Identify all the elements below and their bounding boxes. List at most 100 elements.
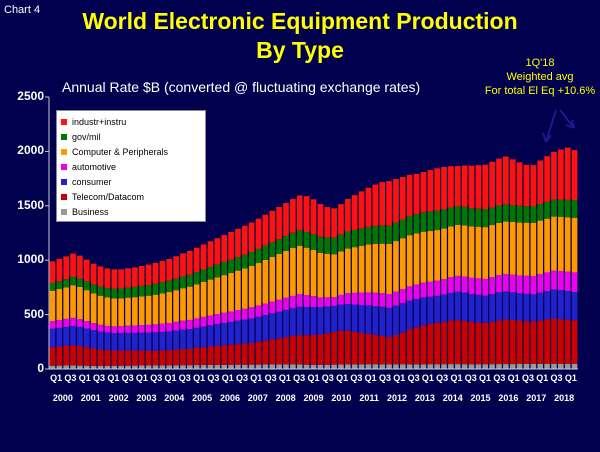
bar-automotive-52 — [406, 286, 413, 301]
bar-industr-instru-66 — [503, 156, 509, 205]
bar-gov-mil-1 — [56, 281, 63, 290]
bar-gov-mil-31 — [262, 245, 269, 260]
bar-consumer-58 — [448, 292, 454, 321]
bar-business-74 — [558, 363, 564, 369]
bar-automotive-0 — [49, 321, 56, 329]
bar-business-0 — [49, 365, 56, 369]
bar-computer-peripherals-6 — [90, 293, 97, 324]
bar-automotive-16 — [159, 323, 166, 332]
bar-automotive-70 — [530, 276, 537, 295]
bar-automotive-34 — [283, 297, 289, 310]
bar-business-43 — [345, 364, 351, 369]
bar-business-11 — [125, 365, 131, 369]
bar-telecom-datacom-70 — [530, 321, 537, 364]
bar-gov-mil-37 — [303, 232, 310, 248]
x-tick-quarter: Q3 — [93, 373, 106, 383]
bar-automotive-57 — [441, 279, 447, 295]
bar-gov-mil-13 — [138, 285, 145, 297]
bar-business-15 — [152, 365, 159, 369]
bar-telecom-datacom-59 — [454, 320, 461, 365]
bar-gov-mil-8 — [104, 288, 111, 298]
bar-computer-peripherals-53 — [413, 233, 420, 285]
bar-business-54 — [420, 364, 427, 369]
bar-automotive-4 — [77, 319, 83, 327]
bar-business-65 — [496, 364, 502, 369]
x-tick-quarter: Q1 — [336, 373, 349, 383]
bar-computer-peripherals-11 — [125, 297, 131, 326]
bar-gov-mil-22 — [200, 269, 207, 282]
bar-telecom-datacom-46 — [365, 333, 372, 365]
bar-computer-peripherals-52 — [406, 235, 413, 287]
bar-industr-instru-26 — [228, 232, 234, 260]
bar-industr-instru-64 — [489, 161, 495, 208]
bar-gov-mil-71 — [537, 204, 544, 221]
bar-consumer-68 — [516, 293, 523, 321]
bar-automotive-27 — [235, 310, 241, 321]
bar-industr-instru-29 — [248, 222, 255, 253]
bar-gov-mil-27 — [235, 257, 241, 271]
legend-item: Telecom/Datacom — [61, 190, 144, 204]
bar-business-69 — [523, 364, 530, 369]
bar-consumer-9 — [111, 333, 118, 351]
annotation-arrow-right — [559, 109, 575, 129]
bar-gov-mil-34 — [283, 235, 289, 251]
bar-computer-peripherals-32 — [269, 256, 276, 302]
bar-telecom-datacom-35 — [290, 336, 296, 365]
bar-computer-peripherals-71 — [537, 220, 544, 275]
bar-consumer-25 — [221, 322, 227, 346]
bar-automotive-29 — [248, 307, 255, 319]
bar-automotive-19 — [180, 320, 186, 330]
bar-industr-instru-70 — [530, 165, 537, 207]
bar-gov-mil-9 — [111, 288, 118, 299]
bar-industr-instru-62 — [475, 165, 482, 209]
bar-business-68 — [516, 364, 523, 369]
bar-gov-mil-14 — [145, 285, 152, 296]
x-tick-year: 2017 — [526, 393, 547, 403]
bar-gov-mil-4 — [77, 278, 83, 287]
bar-industr-instru-74 — [558, 149, 564, 200]
bar-consumer-13 — [138, 332, 145, 351]
bar-computer-peripherals-67 — [509, 222, 516, 275]
bar-automotive-63 — [482, 278, 489, 296]
x-tick-year: 2000 — [52, 393, 73, 403]
bar-telecom-datacom-18 — [173, 349, 179, 366]
bar-business-22 — [200, 365, 207, 369]
bar-computer-peripherals-31 — [262, 259, 269, 304]
bar-consumer-3 — [70, 326, 76, 346]
bar-telecom-datacom-10 — [118, 350, 124, 366]
bar-telecom-datacom-72 — [544, 319, 550, 364]
bar-automotive-60 — [461, 276, 468, 293]
bar-gov-mil-50 — [393, 222, 399, 242]
bar-gov-mil-12 — [132, 286, 138, 298]
bar-business-32 — [269, 364, 276, 369]
bar-telecom-datacom-7 — [97, 349, 104, 366]
x-tick-year: 2012 — [387, 393, 408, 403]
x-tick-quarter: Q3 — [64, 373, 77, 383]
bar-computer-peripherals-59 — [454, 224, 461, 276]
bar-gov-mil-64 — [489, 207, 495, 226]
bar-industr-instru-58 — [448, 166, 454, 208]
bar-industr-instru-48 — [379, 182, 386, 226]
bar-computer-peripherals-17 — [166, 292, 173, 323]
legend-swatch — [61, 164, 67, 170]
bar-consumer-59 — [454, 291, 461, 321]
bar-gov-mil-29 — [248, 252, 255, 266]
bar-consumer-57 — [441, 294, 447, 322]
bar-gov-mil-30 — [255, 248, 262, 264]
bar-gov-mil-49 — [386, 225, 392, 244]
bar-business-25 — [221, 364, 227, 369]
bar-industr-instru-8 — [104, 268, 111, 289]
bar-business-57 — [441, 364, 447, 369]
bar-telecom-datacom-33 — [276, 338, 282, 365]
x-tick-quarter: Q1 — [135, 373, 148, 383]
bar-computer-peripherals-29 — [248, 265, 255, 308]
bar-automotive-35 — [290, 295, 296, 309]
x-tick-quarter: Q3 — [550, 373, 563, 383]
bar-computer-peripherals-22 — [200, 281, 207, 317]
x-tick-quarter: Q1 — [307, 373, 320, 383]
bar-telecom-datacom-43 — [345, 330, 351, 365]
bar-industr-instru-71 — [537, 160, 544, 205]
bar-consumer-38 — [310, 307, 317, 335]
bar-automotive-32 — [269, 301, 276, 314]
bar-gov-mil-54 — [420, 212, 427, 232]
